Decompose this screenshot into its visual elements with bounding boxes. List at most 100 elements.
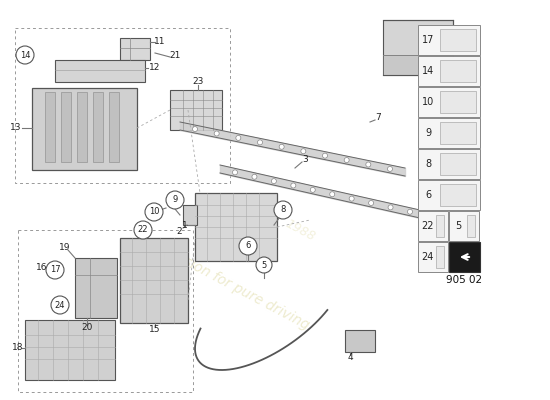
Circle shape (291, 183, 296, 188)
Circle shape (329, 192, 335, 197)
Bar (383, 55, 453, 75)
Text: 20: 20 (81, 324, 93, 332)
Bar (109, 92, 119, 162)
Bar (436, 246, 444, 268)
Text: 24: 24 (421, 252, 433, 262)
Bar (449, 211, 479, 241)
Text: 1988: 1988 (283, 217, 317, 243)
Text: 22: 22 (138, 226, 148, 234)
Bar (18, 230, 193, 392)
Circle shape (233, 170, 238, 175)
Circle shape (388, 205, 393, 210)
Text: 19: 19 (59, 242, 71, 252)
Circle shape (256, 257, 272, 273)
Bar (449, 242, 480, 272)
Bar (75, 258, 117, 318)
Text: 12: 12 (149, 64, 161, 72)
Text: 24: 24 (55, 300, 65, 310)
Bar (15, 28, 230, 183)
Text: 9: 9 (172, 196, 178, 204)
Bar (418, 211, 448, 241)
Circle shape (349, 196, 354, 201)
Circle shape (408, 209, 412, 214)
Bar (345, 330, 375, 352)
Bar (61, 92, 71, 162)
Text: 13: 13 (10, 124, 22, 132)
Text: 21: 21 (169, 50, 181, 60)
Bar (120, 238, 188, 323)
Bar (383, 20, 453, 75)
Bar (183, 205, 197, 225)
Bar (440, 122, 476, 144)
Text: 5: 5 (261, 260, 267, 270)
Circle shape (236, 136, 241, 140)
Circle shape (344, 158, 349, 162)
Bar (418, 180, 480, 210)
Bar (440, 60, 476, 82)
Bar (170, 90, 222, 130)
Bar (418, 25, 480, 55)
Text: 7: 7 (375, 114, 381, 122)
Bar (45, 92, 55, 162)
Circle shape (271, 179, 277, 184)
Text: 17: 17 (50, 266, 60, 274)
Bar (32, 88, 137, 170)
Circle shape (279, 144, 284, 149)
Text: 905 02: 905 02 (447, 275, 482, 285)
Circle shape (310, 187, 315, 192)
Circle shape (366, 162, 371, 167)
Circle shape (16, 46, 34, 64)
Text: 1: 1 (182, 220, 188, 230)
Circle shape (257, 140, 262, 145)
Text: 8: 8 (425, 159, 431, 169)
Circle shape (322, 153, 327, 158)
Text: 16: 16 (36, 264, 48, 272)
Bar (418, 149, 480, 179)
Bar (25, 320, 115, 380)
Text: 15: 15 (149, 326, 161, 334)
Circle shape (214, 131, 219, 136)
Bar (120, 38, 150, 60)
Text: 6: 6 (245, 242, 251, 250)
Bar (436, 215, 444, 237)
Bar (440, 91, 476, 113)
Text: 14: 14 (20, 50, 30, 60)
Circle shape (166, 191, 184, 209)
Bar (93, 92, 103, 162)
Bar (418, 242, 448, 272)
Text: 10: 10 (422, 97, 434, 107)
Bar (440, 29, 476, 51)
Bar (77, 92, 87, 162)
Circle shape (274, 201, 292, 219)
Text: 10: 10 (148, 208, 159, 216)
Text: 23: 23 (192, 78, 204, 86)
Bar (418, 118, 480, 148)
Text: a passion for pure driving: a passion for pure driving (148, 237, 312, 333)
Text: 4: 4 (347, 354, 353, 362)
Bar (440, 153, 476, 175)
Text: 2: 2 (176, 228, 182, 236)
Text: 11: 11 (154, 38, 166, 46)
Circle shape (134, 221, 152, 239)
Bar (195, 193, 277, 261)
Bar (440, 184, 476, 206)
Bar (55, 60, 145, 82)
Circle shape (301, 149, 306, 154)
Text: 18: 18 (12, 344, 24, 352)
Text: 6: 6 (425, 190, 431, 200)
Circle shape (252, 174, 257, 179)
Circle shape (145, 203, 163, 221)
Bar (418, 87, 480, 117)
Circle shape (368, 200, 373, 206)
Circle shape (51, 296, 69, 314)
Text: 9: 9 (425, 128, 431, 138)
Text: 17: 17 (422, 35, 434, 45)
Circle shape (46, 261, 64, 279)
Bar (418, 56, 480, 86)
Text: 5: 5 (455, 221, 461, 231)
Text: 3: 3 (302, 156, 308, 164)
Circle shape (239, 237, 257, 255)
Text: 22: 22 (421, 221, 433, 231)
Circle shape (388, 166, 393, 172)
Bar (467, 215, 475, 237)
